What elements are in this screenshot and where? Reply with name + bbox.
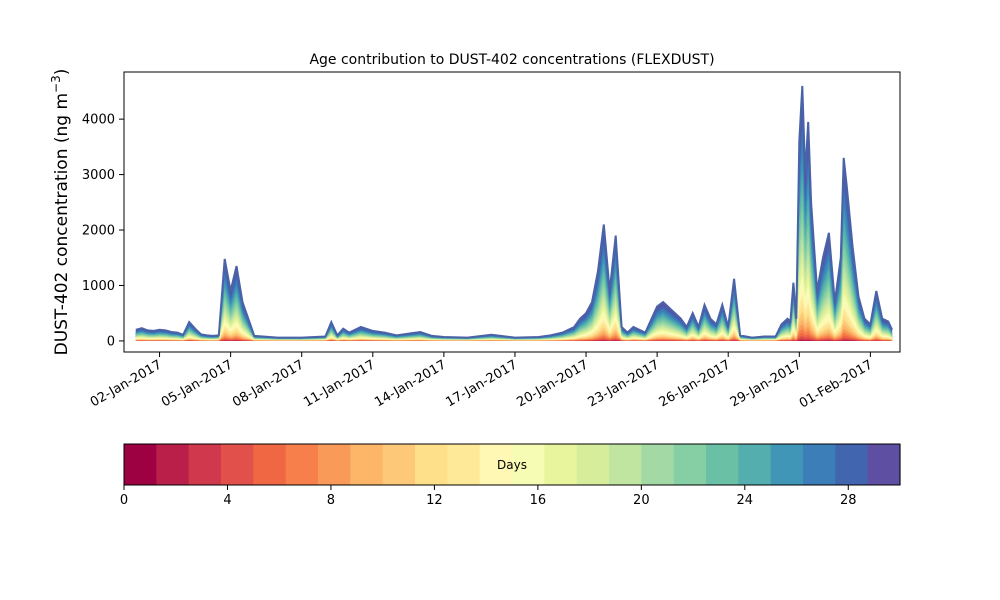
age-band-18 [135, 188, 893, 341]
y-tick-label: 0 [107, 334, 115, 349]
colorbar-tick-label: 12 [426, 493, 443, 508]
y-tick-label: 1000 [82, 279, 115, 294]
x-tick-label: 20-Jan-2017 [514, 357, 591, 410]
chart-title: Age contribution to DUST-402 concentrati… [309, 52, 714, 68]
age-band-2 [135, 338, 893, 341]
colorbar-tick-label: 0 [120, 493, 128, 508]
colorbar-tick-label: 20 [633, 493, 650, 508]
age-band-23 [135, 85, 893, 341]
x-tick-label: 08-Jan-2017 [230, 357, 307, 410]
x-tick-label: 29-Jan-2017 [728, 357, 805, 410]
colorbar-segment [770, 444, 804, 485]
colorbar-segment [544, 444, 578, 485]
age-band-1 [135, 339, 893, 341]
colorbar-segment [124, 444, 157, 485]
x-tick-label: 01-Feb-2017 [797, 357, 876, 411]
x-tick-label: 02-Jan-2017 [88, 357, 165, 410]
total-concentration-line [135, 85, 894, 339]
colorbar-segment [285, 444, 319, 485]
age-band-19 [135, 170, 893, 341]
age-band-22 [135, 108, 893, 341]
age-stack-areas [135, 85, 893, 341]
colorbar [124, 444, 901, 485]
colorbar-segment [318, 444, 351, 485]
colorbar-segment [350, 444, 384, 485]
colorbar-segment [415, 444, 448, 485]
colorbar-segment [576, 444, 610, 485]
colorbar-segment [447, 444, 481, 485]
plot-frame [123, 71, 901, 353]
colorbar-segment [867, 444, 901, 485]
x-tick-label: 14-Jan-2017 [372, 357, 449, 410]
colorbar-tick-label: 4 [223, 493, 231, 508]
colorbar-tick-label: 24 [737, 493, 754, 508]
x-tick-label: 26-Jan-2017 [657, 357, 734, 410]
age-band-21 [135, 130, 893, 341]
colorbar-label: Days [497, 458, 527, 472]
x-tick-label: 05-Jan-2017 [159, 357, 236, 410]
y-axis-label-sup: −3 [49, 75, 63, 93]
y-tick-label: 4000 [82, 113, 115, 128]
colorbar-segment [738, 444, 772, 485]
colorbar-segment [673, 444, 707, 485]
x-tick-label: 11-Jan-2017 [301, 357, 378, 410]
colorbar-tick-label: 16 [530, 493, 547, 508]
x-axis: 02-Jan-201705-Jan-201708-Jan-201711-Jan-… [88, 352, 875, 411]
age-band-20 [135, 150, 893, 341]
colorbar-segment [156, 444, 190, 485]
colorbar-segment [512, 444, 545, 485]
y-tick-label: 2000 [82, 224, 115, 239]
colorbar-segment [835, 444, 869, 485]
colorbar-segment [221, 444, 254, 485]
colorbar-segment [479, 444, 513, 485]
x-tick-label: 23-Jan-2017 [586, 357, 663, 410]
colorbar-segment [706, 444, 739, 485]
y-axis-label: DUST-402 concentration (ng m−3) [49, 69, 72, 356]
colorbar-tick-label: 8 [327, 493, 335, 508]
colorbar-tick-label: 28 [840, 493, 857, 508]
x-tick-label: 17-Jan-2017 [443, 357, 520, 410]
y-axis: 0 1000 2000 3000 4000 [82, 113, 124, 349]
colorbar-segment [253, 444, 287, 485]
colorbar-segment [188, 444, 222, 485]
colorbar-segment [609, 444, 642, 485]
colorbar-axis: 0 4 8 12 16 20 24 28 [120, 485, 857, 508]
colorbar-segment [803, 444, 836, 485]
y-tick-label: 3000 [82, 168, 115, 183]
y-axis-label-main: DUST-402 concentration (ng m [52, 93, 72, 355]
colorbar-segment [641, 444, 675, 485]
colorbar-frame [123, 443, 901, 486]
colorbar-segment [382, 444, 416, 485]
y-axis-label-close: ) [52, 69, 72, 76]
